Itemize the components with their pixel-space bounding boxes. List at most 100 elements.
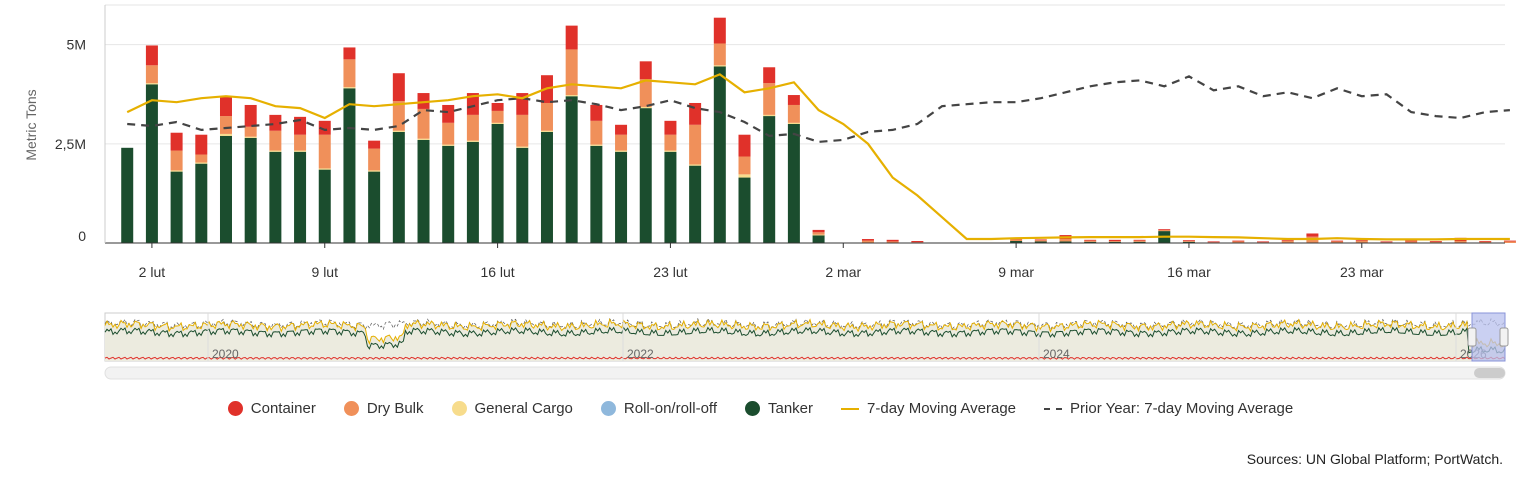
bar-tanker[interactable] bbox=[269, 151, 282, 243]
bar-general-cargo[interactable] bbox=[590, 144, 603, 146]
moving-average-line[interactable] bbox=[126, 73, 1510, 241]
bar-dry-bulk[interactable] bbox=[664, 134, 677, 151]
bar-tanker[interactable] bbox=[145, 84, 158, 243]
bar-tanker[interactable] bbox=[615, 151, 628, 243]
legend-item-7-day-moving-average[interactable]: 7-day Moving Average bbox=[841, 400, 1016, 417]
bar-tanker[interactable] bbox=[1010, 241, 1023, 243]
bar-container[interactable] bbox=[615, 124, 628, 135]
bar-general-cargo[interactable] bbox=[763, 114, 776, 117]
bar-container[interactable] bbox=[1331, 240, 1344, 242]
bar-container[interactable] bbox=[392, 73, 405, 101]
bar-tanker[interactable] bbox=[195, 163, 208, 243]
bar-dry-bulk[interactable] bbox=[540, 102, 553, 131]
bar-general-cargo[interactable] bbox=[392, 130, 405, 132]
bar-dry-bulk[interactable] bbox=[219, 116, 232, 134]
bar-tanker[interactable] bbox=[689, 165, 702, 243]
legend-item-container[interactable]: Container bbox=[227, 400, 316, 417]
bar-container[interactable] bbox=[590, 104, 603, 121]
bar-dry-bulk[interactable] bbox=[1034, 240, 1047, 242]
bar-container[interactable] bbox=[1257, 241, 1270, 243]
bar-tanker[interactable] bbox=[318, 169, 331, 243]
bar-general-cargo[interactable] bbox=[689, 164, 702, 166]
bar-dry-bulk[interactable] bbox=[417, 108, 430, 139]
bar-dry-bulk[interactable] bbox=[738, 156, 751, 175]
bar-container[interactable] bbox=[1108, 239, 1121, 242]
bar-container[interactable] bbox=[442, 104, 455, 123]
bar-general-cargo[interactable] bbox=[812, 234, 825, 236]
bar-tanker[interactable] bbox=[368, 171, 381, 243]
bar-dry-bulk[interactable] bbox=[170, 150, 183, 171]
bar-container[interactable] bbox=[1034, 239, 1047, 241]
navigator-right-handle[interactable] bbox=[1499, 327, 1509, 347]
bar-dry-bulk[interactable] bbox=[1331, 241, 1344, 243]
bar-tanker[interactable] bbox=[491, 124, 504, 243]
bar-container[interactable] bbox=[170, 132, 183, 151]
bar-tanker[interactable] bbox=[516, 147, 529, 243]
bar-container[interactable] bbox=[689, 102, 702, 125]
bar-general-cargo[interactable] bbox=[417, 138, 430, 140]
bar-container[interactable] bbox=[861, 239, 874, 241]
bar-tanker[interactable] bbox=[565, 96, 578, 243]
bar-general-cargo[interactable] bbox=[442, 144, 455, 146]
bar-container[interactable] bbox=[368, 140, 381, 149]
bar-dry-bulk[interactable] bbox=[491, 110, 504, 123]
bar-general-cargo[interactable] bbox=[145, 83, 158, 85]
bar-dry-bulk[interactable] bbox=[195, 154, 208, 163]
bar-container[interactable] bbox=[145, 45, 158, 66]
bar-tanker[interactable] bbox=[294, 151, 307, 243]
bar-tanker[interactable] bbox=[417, 139, 430, 243]
bar-dry-bulk[interactable] bbox=[787, 104, 800, 123]
prior-year-line[interactable] bbox=[127, 75, 1510, 144]
bar-dry-bulk[interactable] bbox=[1133, 240, 1146, 242]
bar-container[interactable] bbox=[565, 25, 578, 50]
legend-item-general-cargo[interactable]: General Cargo bbox=[451, 400, 573, 417]
bar-container[interactable] bbox=[639, 61, 652, 80]
bar-container[interactable] bbox=[318, 120, 331, 135]
legend-item-tanker[interactable]: Tanker bbox=[745, 400, 813, 417]
bar-dry-bulk[interactable] bbox=[442, 122, 455, 145]
bar-general-cargo[interactable] bbox=[269, 150, 282, 152]
bar-container[interactable] bbox=[787, 95, 800, 105]
bar-general-cargo[interactable] bbox=[565, 95, 578, 97]
bar-container[interactable] bbox=[812, 229, 825, 233]
navigator-left-handle[interactable] bbox=[1467, 327, 1477, 347]
bar-container[interactable] bbox=[466, 93, 479, 115]
bar-tanker[interactable] bbox=[664, 151, 677, 243]
bar-dry-bulk[interactable] bbox=[812, 232, 825, 235]
bar-container[interactable] bbox=[1380, 241, 1393, 243]
bar-general-cargo[interactable] bbox=[738, 174, 751, 178]
bar-general-cargo[interactable] bbox=[713, 65, 726, 67]
bar-container[interactable] bbox=[1429, 241, 1442, 242]
bar-general-cargo[interactable] bbox=[540, 130, 553, 132]
bar-container[interactable] bbox=[244, 104, 257, 127]
bar-dry-bulk[interactable] bbox=[590, 120, 603, 145]
bar-dry-bulk[interactable] bbox=[466, 114, 479, 141]
bar-dry-bulk[interactable] bbox=[1479, 241, 1492, 243]
bar-container[interactable] bbox=[269, 114, 282, 131]
bar-container[interactable] bbox=[417, 93, 430, 109]
bar-tanker[interactable] bbox=[1034, 241, 1047, 243]
bar-tanker[interactable] bbox=[121, 147, 134, 243]
bar-dry-bulk[interactable] bbox=[1059, 239, 1072, 242]
bar-container[interactable] bbox=[664, 120, 677, 135]
bar-general-cargo[interactable] bbox=[664, 150, 677, 152]
bar-dry-bulk[interactable] bbox=[1429, 241, 1442, 243]
bar-container[interactable] bbox=[1232, 240, 1245, 242]
bar-dry-bulk[interactable] bbox=[1503, 241, 1516, 243]
bar-container[interactable] bbox=[1355, 240, 1368, 242]
bar-tanker[interactable] bbox=[639, 108, 652, 243]
bar-container[interactable] bbox=[763, 67, 776, 84]
bar-dry-bulk[interactable] bbox=[1108, 241, 1121, 242]
scrollbar-thumb[interactable] bbox=[1474, 368, 1505, 378]
bar-container[interactable] bbox=[886, 239, 899, 242]
bar-general-cargo[interactable] bbox=[219, 133, 232, 136]
bar-dry-bulk[interactable] bbox=[1010, 239, 1023, 242]
bar-general-cargo[interactable] bbox=[787, 122, 800, 124]
bar-container[interactable] bbox=[1158, 229, 1171, 230]
bar-tanker[interactable] bbox=[1084, 241, 1097, 243]
bar-general-cargo[interactable] bbox=[318, 168, 331, 170]
bar-dry-bulk[interactable] bbox=[886, 241, 899, 243]
bar-tanker[interactable] bbox=[392, 131, 405, 243]
bar-dry-bulk[interactable] bbox=[343, 59, 356, 88]
bar-dry-bulk[interactable] bbox=[689, 124, 702, 165]
